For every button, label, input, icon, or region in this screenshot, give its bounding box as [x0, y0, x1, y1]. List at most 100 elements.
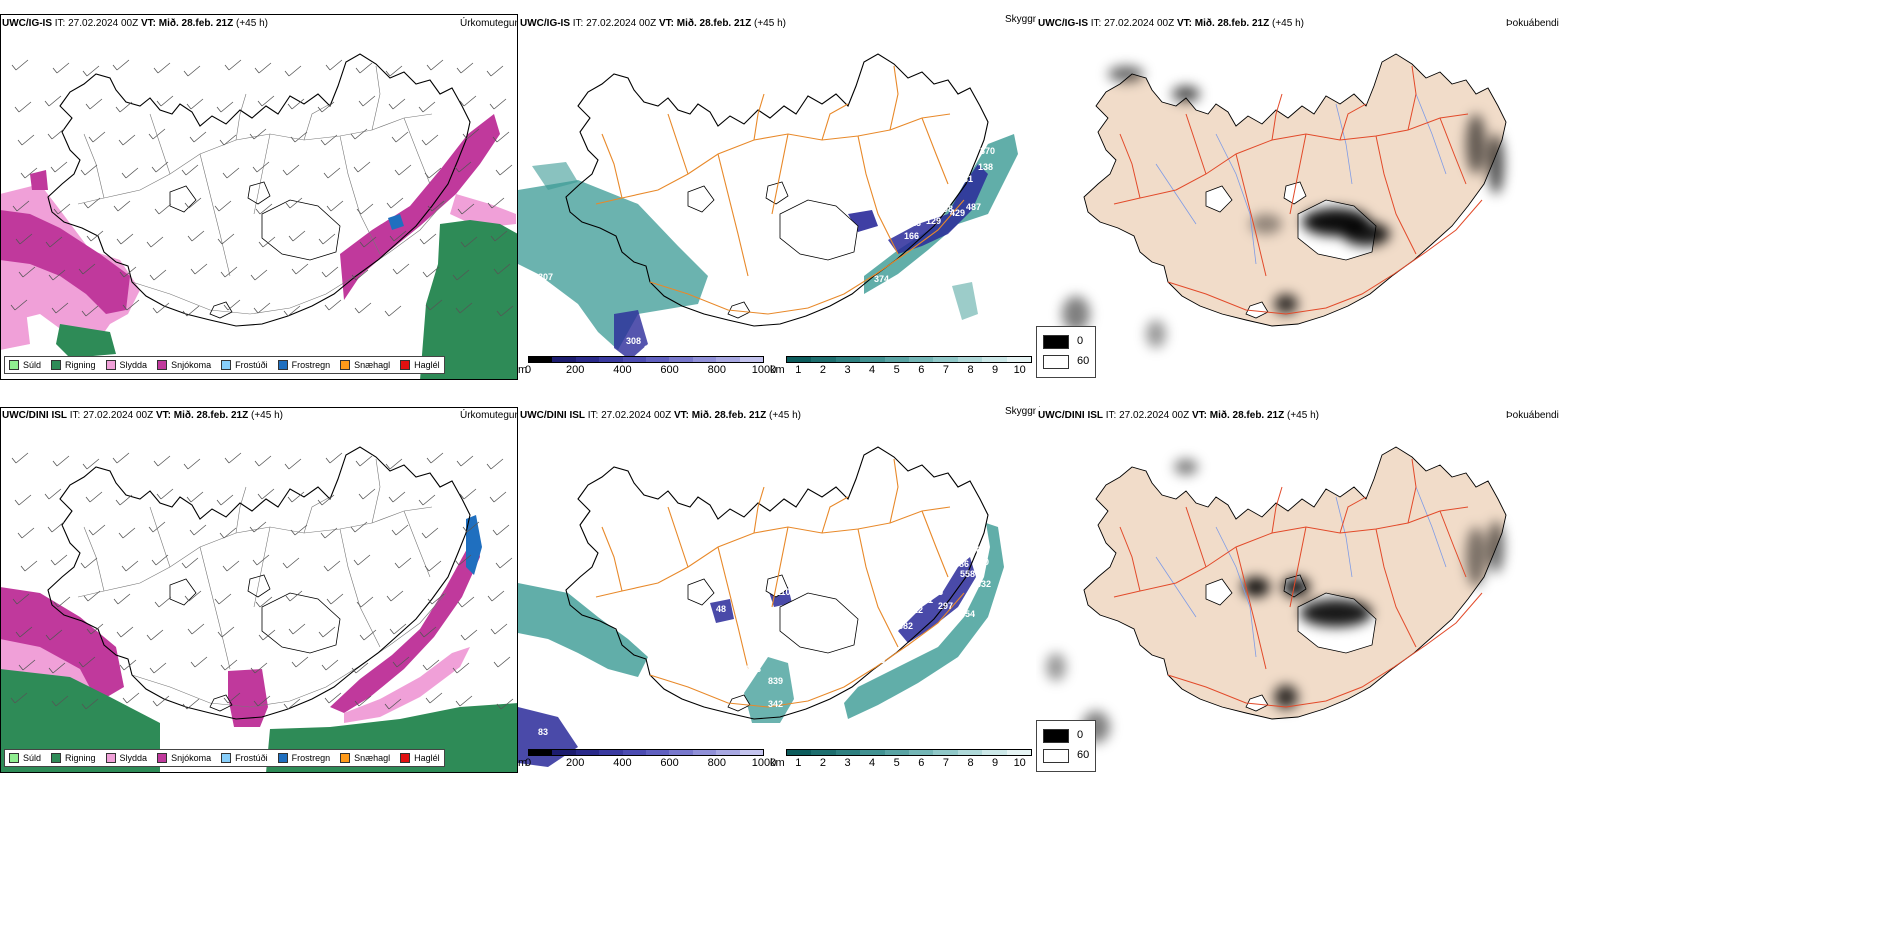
wind-barb [48, 662, 66, 674]
wind-barb [222, 167, 240, 179]
wind-barb [86, 230, 104, 242]
visibility-strip [786, 356, 1032, 363]
low-visibility-area [844, 523, 1004, 719]
visibility-tick: 7 [942, 364, 949, 376]
road-line [753, 486, 765, 534]
wind-barb [113, 593, 131, 605]
wind-barb [112, 59, 130, 71]
wind-barb [425, 692, 443, 704]
wind-barb [318, 626, 336, 638]
road-line [1375, 528, 1417, 648]
wind-barb [351, 269, 369, 281]
visibility-tick: 8 [967, 757, 974, 769]
visibility-tick: 5 [893, 364, 900, 376]
wind-barb [324, 692, 342, 704]
fog-index-area [1046, 653, 1066, 681]
glacier-outline [1245, 301, 1269, 319]
ceiling-strip [528, 749, 764, 756]
wind-barb [288, 623, 306, 635]
wind-barb [219, 527, 237, 539]
ceiling-tick: 1000 [751, 364, 777, 376]
visibility-tick: 6 [918, 364, 925, 376]
coastline [47, 446, 471, 720]
ceiling-value-label: 429 [950, 208, 965, 218]
wind-barb [285, 590, 303, 602]
ceiling-value-label: 454 [960, 609, 975, 619]
ceiling-value-label: 558 [960, 569, 975, 579]
wind-barb [490, 623, 508, 635]
fog-panel-label: Þokuábendi [1506, 18, 1559, 29]
wind-barb [353, 554, 371, 566]
wind-barb [50, 554, 68, 566]
wind-barb [455, 302, 473, 314]
wind-barb [389, 623, 407, 635]
wind-barb [426, 59, 444, 71]
legend-label: Slydda [119, 360, 148, 370]
glacier-outline [261, 199, 341, 261]
ceiling-tick: 200 [566, 364, 585, 376]
panel-title-dini-fog: UWC/DINI ISL IT: 27.02.2024 00Z VT: Mið.… [1038, 410, 1319, 421]
wind-barb [153, 455, 171, 467]
wind-barb [153, 62, 171, 74]
legend-label: Snjókoma [171, 360, 212, 370]
ceiling-value-label: 450 [974, 557, 989, 567]
wind-barb [113, 200, 131, 212]
wind-barb [321, 659, 339, 671]
ceiling-tick: 600 [660, 364, 679, 376]
ceiling-value-label: 242 [934, 194, 949, 204]
glacier-outline [209, 301, 233, 319]
wind-barb [53, 203, 71, 215]
wind-barb [317, 494, 335, 506]
wind-barb [288, 230, 306, 242]
ceiling-value-label: 83 [538, 727, 548, 737]
wind-barb [353, 161, 371, 173]
legend-label: Súld [23, 360, 42, 370]
precip-legend-item: Súld [9, 360, 41, 370]
wind-barb [17, 527, 35, 539]
ceiling-value-label: 297 [938, 601, 953, 611]
visibility-tick: 4 [869, 757, 876, 769]
road-line [77, 113, 433, 205]
road-line [1439, 510, 1467, 578]
panel-title-igis-cloud: UWC/IG-IS IT: 27.02.2024 00Z VT: Mið. 28… [520, 18, 786, 29]
precip-legend: Súld Rigning Slydda Snjókoma Frostúði Frostre… [4, 356, 445, 374]
road-line [649, 592, 965, 708]
wind-barb [384, 305, 402, 317]
road-line [667, 506, 689, 568]
wind-barb [184, 590, 202, 602]
wind-barb [422, 266, 440, 278]
fog-key-label: 0 [1077, 729, 1084, 741]
legend-label: Slydda [119, 753, 148, 763]
road-line [595, 506, 951, 598]
ceiling-tick: 800 [707, 364, 726, 376]
fog-index-area [1342, 222, 1390, 246]
road-line [339, 528, 381, 648]
road-line [1439, 117, 1467, 185]
visibility-tick: 3 [844, 364, 851, 376]
precip-legend-item: Rigning [51, 360, 96, 370]
wind-barb [282, 164, 300, 176]
ceiling-value-label: 138 [978, 162, 993, 172]
ceiling-tick: 600 [660, 757, 679, 769]
wind-barb [290, 524, 308, 536]
glacier-outline [1205, 578, 1233, 606]
wind-barb [257, 95, 275, 107]
wind-barb [492, 524, 510, 536]
fog-panel-igis [1036, 14, 1556, 380]
wind-barb [394, 557, 412, 569]
wind-barb [496, 305, 514, 317]
glacier-outline [247, 574, 271, 598]
wind-barb [460, 236, 478, 248]
road-line [235, 93, 247, 141]
wind-barb [290, 131, 308, 143]
wind-barb [359, 629, 377, 641]
wind-barb [152, 302, 170, 314]
wind-barb [391, 131, 409, 143]
visibility-colorbar: km 1 2 3 4 5 6 7 8 9 10 [770, 356, 1036, 386]
road-line [1185, 113, 1207, 175]
road-line [1407, 65, 1417, 131]
wind-barb [116, 233, 134, 245]
wind-barb [317, 101, 335, 113]
wind-barb [358, 488, 376, 500]
wind-barb [388, 98, 406, 110]
